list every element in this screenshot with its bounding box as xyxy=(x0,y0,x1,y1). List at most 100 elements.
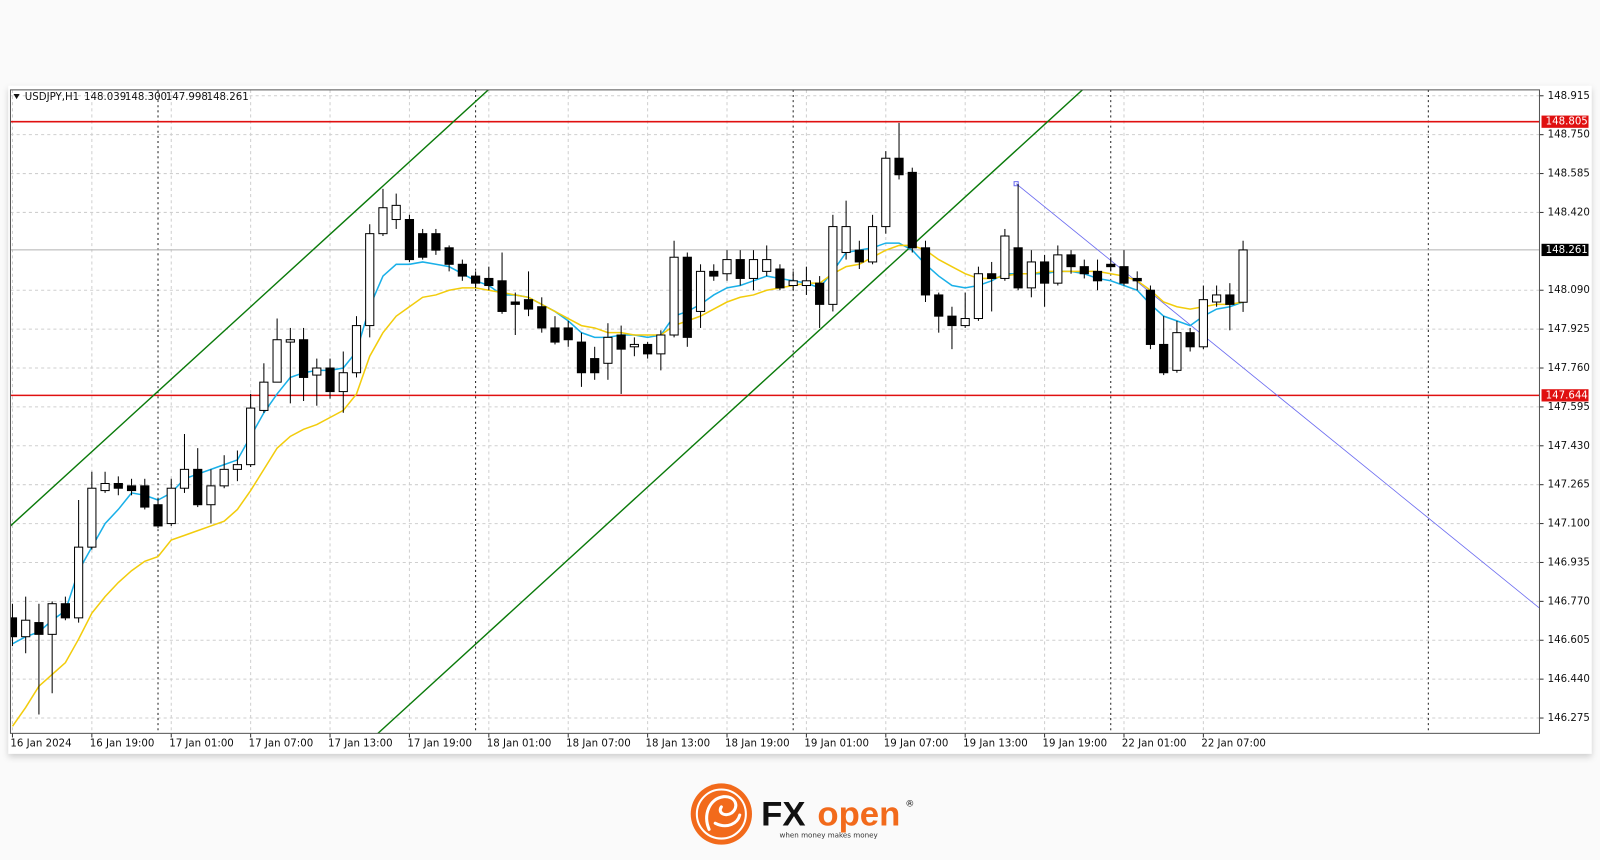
candle-body xyxy=(775,268,785,289)
x-tick-label: 16 Jan 2024 xyxy=(10,739,71,750)
logo-registered: ® xyxy=(905,798,914,809)
candle-body xyxy=(1106,263,1116,268)
plot-area xyxy=(10,89,1540,734)
candle-body xyxy=(378,207,388,235)
y-tick-label: 146.770 xyxy=(1548,596,1590,607)
candle-body xyxy=(60,603,70,619)
x-tick-label: 17 Jan 01:00 xyxy=(169,739,234,750)
candle-body xyxy=(947,315,957,327)
candle-body xyxy=(1159,343,1169,374)
candle-body xyxy=(1172,332,1182,371)
current-price-label-box xyxy=(1541,243,1589,257)
candle-body xyxy=(643,343,653,355)
candle-body xyxy=(179,468,190,489)
candle-body xyxy=(709,270,719,277)
candle-body xyxy=(34,622,44,635)
candle-body xyxy=(100,482,110,492)
candle-body xyxy=(391,204,401,221)
y-tick-label: 148.585 xyxy=(1548,169,1590,180)
y-tick-label: 148.090 xyxy=(1548,285,1590,296)
candle-body xyxy=(140,485,150,508)
x-tick-label: 17 Jan 13:00 xyxy=(328,739,393,750)
level-label-box xyxy=(1541,389,1589,402)
header-quote: 148.261 xyxy=(207,92,249,103)
trend-anchor xyxy=(1013,181,1019,187)
candle-body xyxy=(960,318,970,327)
x-tick-label: 18 Jan 01:00 xyxy=(487,739,552,750)
candle-body xyxy=(576,341,587,374)
y-tick-label: 147.595 xyxy=(1548,402,1590,413)
candle-body xyxy=(788,280,798,287)
candle-body xyxy=(365,233,375,327)
candle-body xyxy=(828,226,838,305)
candle-body xyxy=(74,546,84,619)
candle-body xyxy=(1013,247,1023,289)
x-tick-label: 18 Jan 07:00 xyxy=(566,739,631,750)
candle-body xyxy=(987,273,997,279)
candle-body xyxy=(298,339,309,378)
logo-dragon xyxy=(705,795,742,831)
trend-line xyxy=(377,89,1083,734)
y-tick-label: 146.440 xyxy=(1548,674,1590,685)
plot-frame xyxy=(9,89,1540,734)
candle-body xyxy=(1225,294,1235,305)
header-quote: 148.300 xyxy=(125,92,167,103)
logo: FX open ® when money makes money xyxy=(690,783,914,845)
candle-body xyxy=(338,372,348,393)
candle-body xyxy=(1212,294,1222,303)
candle-body xyxy=(934,294,944,317)
candle-body xyxy=(748,259,759,279)
candle-body xyxy=(484,277,494,287)
candle-body xyxy=(854,249,864,263)
candle-body xyxy=(616,334,626,350)
candle-body xyxy=(312,367,322,376)
x-tick-label: 19 Jan 13:00 xyxy=(963,739,1028,750)
candle-body xyxy=(113,482,123,489)
candle-body xyxy=(470,275,481,284)
menu-arrow xyxy=(13,93,20,100)
candle-body xyxy=(867,226,878,263)
candle-body xyxy=(920,247,931,296)
y-tick-label: 146.605 xyxy=(1548,635,1590,646)
x-tick-label: 22 Jan 01:00 xyxy=(1122,739,1187,750)
candle-body xyxy=(1238,249,1248,303)
level-label: 148.805 xyxy=(1546,117,1588,128)
y-tick-label: 147.430 xyxy=(1548,441,1590,452)
trend-line xyxy=(10,89,489,527)
candle-body xyxy=(1000,235,1010,279)
candle-body xyxy=(682,256,692,338)
candle-body xyxy=(550,327,560,343)
candle-body xyxy=(1079,266,1089,275)
candle-body xyxy=(166,487,176,525)
candle-body xyxy=(973,273,984,320)
y-tick-label: 148.915 xyxy=(1548,91,1590,102)
candle-body xyxy=(1039,261,1050,284)
x-tick-label: 18 Jan 13:00 xyxy=(646,739,711,750)
candle-body xyxy=(457,263,467,277)
candle-body xyxy=(21,619,31,638)
axes: 148.915 148.750 148.585 148.420 148.090 147.9… xyxy=(9,89,1590,750)
candle-body xyxy=(1053,254,1063,284)
x-tick-label: 19 Jan 01:00 xyxy=(804,739,869,750)
y-tick-label: 147.265 xyxy=(1548,480,1590,491)
candle-body xyxy=(87,487,97,548)
candle-body xyxy=(246,407,256,466)
chart-panel xyxy=(8,85,1592,754)
logo-ring xyxy=(695,788,747,840)
candle-body xyxy=(1092,270,1103,282)
candle-body xyxy=(1066,254,1076,268)
candle-body xyxy=(669,256,679,336)
x-tick-label: 19 Jan 19:00 xyxy=(1043,739,1108,750)
candle-body xyxy=(219,468,229,487)
candle-body xyxy=(418,233,428,258)
y-tick-label: 146.275 xyxy=(1548,713,1590,724)
candle-body xyxy=(1145,289,1156,345)
y-tick-label: 147.925 xyxy=(1548,324,1590,335)
logo-open: open xyxy=(817,795,900,833)
trend-line xyxy=(1015,183,1540,609)
candle-body xyxy=(510,301,520,305)
candle-body xyxy=(259,381,269,411)
x-tick-label: 17 Jan 19:00 xyxy=(407,739,472,750)
candle-body xyxy=(431,233,441,251)
